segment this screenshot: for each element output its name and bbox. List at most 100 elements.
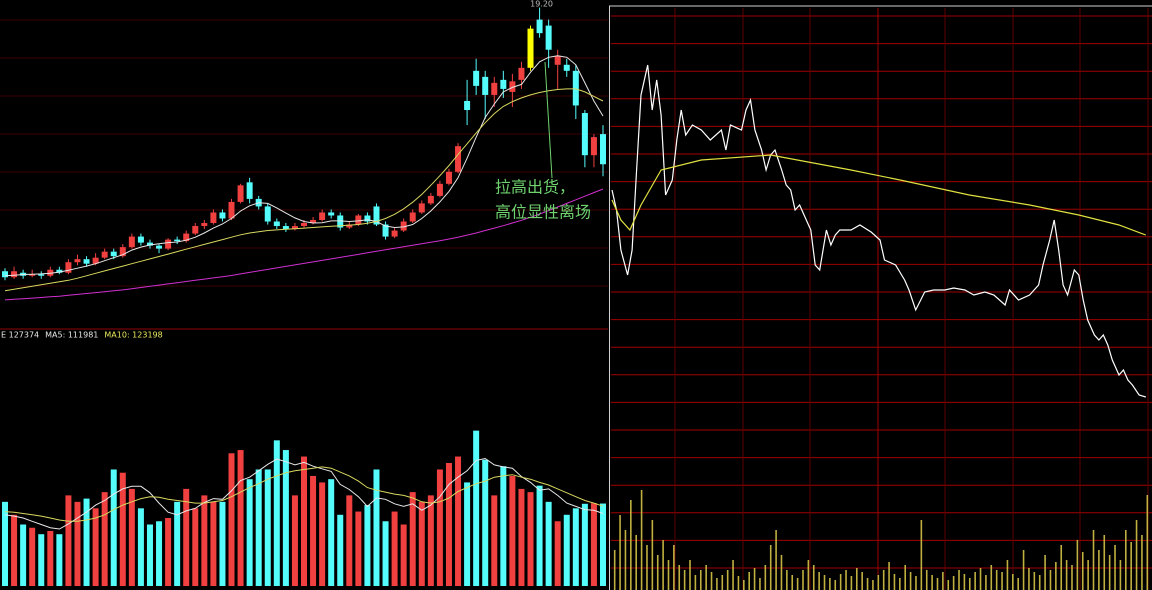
volume-legend: MA10: 123198 [104,331,162,340]
volume-bar [291,495,298,586]
volume-bar [282,450,289,586]
volume-bar [931,575,933,590]
volume-bar [110,469,117,586]
volume-bar [1012,574,1014,590]
candle-body [156,245,163,249]
annotation-line: 高位显性离场 [495,203,591,222]
volume-bar [264,469,271,586]
volume-bar [1060,545,1063,590]
volume-bar [635,535,638,590]
volume-bar [958,570,960,590]
candle-body [464,100,471,110]
volume-bar [47,530,54,586]
candle-body [228,201,235,219]
volume-bar [683,570,686,590]
candle-body [237,185,244,202]
volume-bar [20,524,27,586]
volume-bar [699,570,702,590]
volume-bar [716,578,718,590]
volume-bar [818,572,820,590]
candle-body [400,221,407,231]
candle-body [246,182,253,199]
volume-bar [694,575,697,590]
volume-bar [1130,542,1132,590]
volume-bar [563,514,570,586]
volume-bar [554,521,561,586]
candle-body [273,221,280,227]
candle-body [554,55,561,65]
candle-body [165,239,172,249]
candle-body [545,25,552,50]
volume-bar [1044,555,1046,590]
volume-bar [2,501,8,586]
volume-bar [759,578,761,590]
candle-body [174,239,181,242]
volume-bar [228,453,235,586]
volume-bar [877,575,880,590]
candle-body [527,28,534,68]
candle-body [319,212,326,220]
candle-body [473,70,480,86]
candle-body [337,215,344,228]
volume-bar [796,578,799,590]
candle-body [210,212,217,224]
volume-bar [1006,560,1009,590]
volume-bar [1108,555,1111,590]
candle-body [219,212,226,219]
volume-bar [662,540,664,590]
volume-bar [829,578,831,590]
volume-bar [1017,578,1019,590]
volume-bar [65,495,72,586]
candle-body [455,146,462,172]
volume-bar [872,580,874,590]
volume-bar [83,498,90,586]
candle-body [418,203,425,213]
volume-bar [936,578,939,590]
candle-body [56,269,63,273]
volume-bar [146,524,153,586]
candle-body [38,274,45,276]
volume-bar [128,488,135,586]
volume-bar [409,492,416,586]
volume-bar [861,572,863,590]
volume-bar [775,530,777,590]
volume-bar [600,503,606,586]
volume-bar [899,578,901,590]
volume-bar [572,508,579,586]
volume-bar [925,570,928,590]
volume-bar [1092,530,1095,590]
volume-bar [174,501,181,586]
candle-body [364,215,371,222]
candle-body [382,224,389,237]
volume-bar [74,501,81,586]
volume-bar [201,495,208,586]
volume-bar [968,578,971,590]
candle-body [119,247,126,257]
volume-bar [990,565,993,590]
volume-bar [985,575,987,590]
candle-body [183,233,190,242]
volume-bar [445,463,452,586]
candle-body [436,183,443,196]
volume-bar [1098,550,1100,590]
volume-bar [839,574,842,590]
volume-bar [920,520,923,590]
volume-bar [673,545,675,590]
volume-bar [310,475,317,586]
volume-bar [581,503,588,586]
volume-bar [156,521,163,586]
volume-bar [210,501,217,586]
candle-body [146,242,153,246]
volume-bar [464,482,471,586]
volume-bar [748,572,750,590]
candle-body [572,70,579,106]
candle-body [563,64,570,71]
volume-bar [726,570,729,590]
candle-body [590,137,597,156]
candle-body [92,257,99,264]
candle-body [310,220,317,224]
volume-bar [436,469,443,586]
volume-bar [678,565,681,590]
volume-bar [38,534,45,586]
